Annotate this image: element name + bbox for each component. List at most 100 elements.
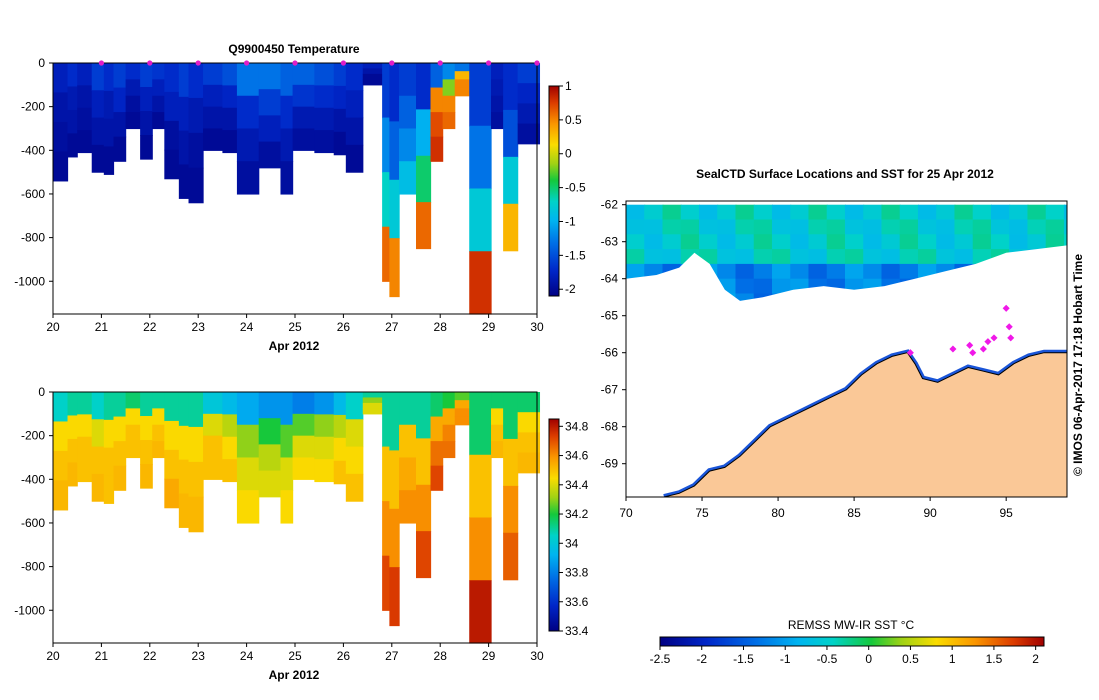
profile-cell xyxy=(469,392,492,456)
profile-cell xyxy=(382,555,390,611)
sst-cell xyxy=(844,249,865,265)
profile-cell xyxy=(442,79,456,97)
profile-cell xyxy=(188,97,204,134)
profile-cell xyxy=(362,397,383,404)
profile-cell xyxy=(454,87,470,97)
profile-cell xyxy=(236,161,260,195)
profile-cell xyxy=(292,392,315,415)
profile-cell xyxy=(491,392,504,409)
sst-cell xyxy=(808,204,828,221)
sst-cell xyxy=(626,249,646,265)
profile-cell xyxy=(362,73,383,80)
x-tick-label: 24 xyxy=(240,649,254,663)
lon-tick-label: 95 xyxy=(999,506,1013,520)
profile-cell xyxy=(188,392,204,428)
x-tick-label: 21 xyxy=(95,320,109,334)
profile-cell xyxy=(188,461,204,498)
profile-cell xyxy=(178,63,190,98)
profile-cell xyxy=(203,63,223,86)
profile-marker xyxy=(147,60,153,66)
profile-cell xyxy=(152,392,165,409)
x-tick-label: 23 xyxy=(192,320,206,334)
sst-cell xyxy=(954,204,974,221)
sst-cell xyxy=(717,263,737,280)
profile-cell xyxy=(454,392,470,401)
profile-cell xyxy=(125,63,141,80)
y-tick-label: -1000 xyxy=(14,274,45,288)
colorbar-tick-label: -1 xyxy=(565,214,576,228)
profile-cell xyxy=(416,392,432,439)
sst-colorbar-tick-label: -2.5 xyxy=(650,652,671,666)
profile-cell xyxy=(103,146,115,175)
profile-cell xyxy=(416,438,432,486)
profile-cell xyxy=(53,450,69,481)
profile-cell xyxy=(152,408,165,426)
sst-cell xyxy=(1027,204,1047,221)
map-latitude-axis: -62 -63 -64 -65 -66 -67 -68 -69 xyxy=(601,198,626,471)
profile-cell xyxy=(280,490,294,524)
sst-cell xyxy=(972,234,992,251)
profile-cell xyxy=(442,424,456,442)
seal-position-marker xyxy=(1007,334,1015,342)
profile-cell xyxy=(389,450,400,510)
profile-cell xyxy=(517,452,541,474)
sst-cell xyxy=(698,234,719,251)
y-tick-label: 0 xyxy=(38,385,45,399)
profile-cell xyxy=(125,95,141,113)
sst-cell xyxy=(826,204,846,221)
sst-cell xyxy=(899,204,919,221)
profile-cell xyxy=(382,172,390,228)
profile-cell xyxy=(53,92,69,123)
sst-cell xyxy=(644,234,664,251)
profile-cell xyxy=(292,106,315,130)
temperature-y-axis: 0 -200 -400 -600 -800 -1000 xyxy=(14,56,53,288)
sst-cell xyxy=(717,204,737,221)
y-tick-label: -800 xyxy=(21,560,45,574)
sst-cell xyxy=(771,278,792,295)
profile-cell xyxy=(292,413,315,437)
profile-cell xyxy=(333,460,347,485)
x-tick-label: 21 xyxy=(95,649,109,663)
sst-cell xyxy=(753,263,773,280)
sst-cell xyxy=(680,204,700,221)
profile-cell xyxy=(258,418,282,445)
colorbar-tick-label: 34 xyxy=(565,536,579,550)
profile-cell xyxy=(430,112,444,138)
y-tick-label: -800 xyxy=(21,231,45,245)
profile-cell xyxy=(382,446,390,502)
profile-cell xyxy=(91,90,105,119)
y-tick-label: 0 xyxy=(38,56,45,70)
y-tick-label: -400 xyxy=(21,143,45,157)
sst-cell xyxy=(936,204,956,221)
profile-cell xyxy=(258,141,282,169)
x-tick-label: 26 xyxy=(337,649,351,663)
sst-cell xyxy=(917,219,938,236)
profile-cell xyxy=(517,432,541,454)
x-tick-label: 20 xyxy=(46,320,60,334)
profile-cell xyxy=(140,416,153,441)
sst-colorbar-tick-label: 0.5 xyxy=(902,652,919,666)
profile-cell xyxy=(517,103,541,125)
profile-cell xyxy=(152,79,165,97)
sst-cell xyxy=(753,219,773,236)
profile-cell xyxy=(517,63,541,84)
lat-tick-label: -67 xyxy=(601,383,619,397)
profile-cell xyxy=(503,438,519,487)
profile-cell xyxy=(103,419,115,449)
sst-cell xyxy=(954,249,974,265)
profile-cell xyxy=(469,63,492,127)
sst-cell xyxy=(972,219,992,236)
profile-cell xyxy=(236,392,260,426)
profile-cell xyxy=(416,63,432,110)
sst-cell xyxy=(753,249,773,265)
sst-cell xyxy=(917,204,938,221)
sst-cell xyxy=(990,219,1011,236)
profile-cell xyxy=(53,480,69,511)
profile-cell xyxy=(140,392,153,417)
sst-cell xyxy=(863,204,883,221)
profile-cell xyxy=(152,424,165,442)
profile-cell xyxy=(77,459,93,483)
sst-cell xyxy=(698,219,719,236)
sst-cell xyxy=(717,219,737,236)
profile-cell xyxy=(188,63,204,99)
